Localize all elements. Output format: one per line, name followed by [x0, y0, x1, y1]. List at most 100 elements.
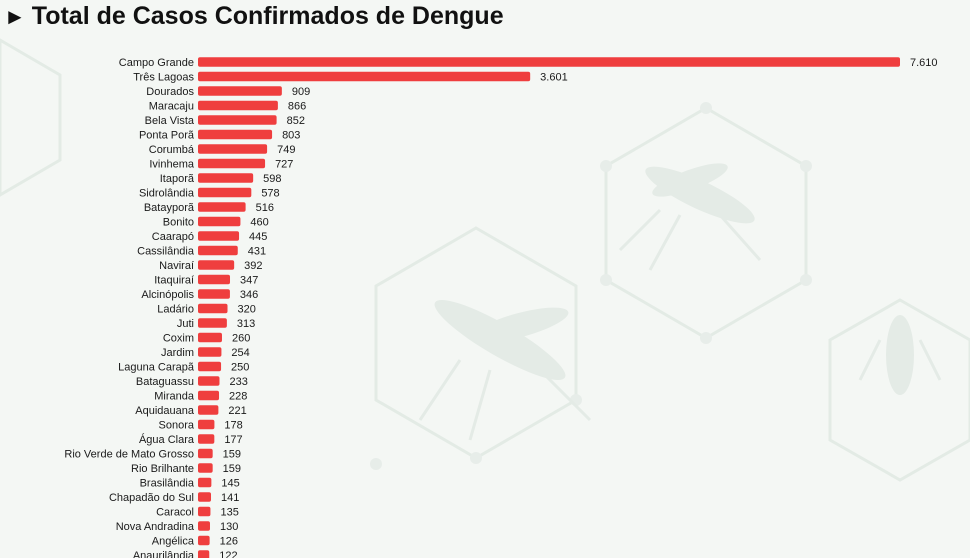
bar [198, 390, 220, 401]
hexagon-outline-icon [828, 298, 970, 482]
category-label: Dourados [146, 86, 194, 98]
value-label: 866 [288, 101, 306, 113]
bar [198, 245, 238, 256]
category-label: Itaporã [160, 173, 195, 185]
bar [198, 231, 240, 241]
mosquito-icon [618, 163, 762, 271]
mosquito-icon [858, 315, 942, 395]
category-label: Maracaju [149, 101, 194, 113]
category-label: Itaquiraí [154, 275, 194, 287]
value-label: 122 [219, 550, 237, 558]
value-label: 852 [287, 115, 305, 127]
category-label: Alcinópolis [141, 289, 194, 301]
value-label: 598 [263, 173, 281, 185]
category-label: Bonito [163, 217, 194, 229]
category-label: Cassilândia [137, 246, 195, 258]
category-label: Ponta Porã [139, 130, 195, 142]
bar [198, 347, 222, 357]
mosquito-icon [418, 300, 592, 441]
value-label: 803 [282, 130, 300, 142]
bar [198, 434, 215, 444]
category-label: Aquidauana [135, 405, 195, 417]
category-label: Angélica [152, 536, 195, 548]
value-label: 159 [223, 449, 241, 461]
bar [198, 535, 210, 546]
value-label: 578 [261, 188, 279, 200]
value-label: 392 [244, 260, 262, 272]
category-label: Naviraí [159, 260, 194, 272]
bar [198, 521, 210, 531]
value-label: 346 [240, 289, 258, 301]
category-label: Brasilândia [140, 478, 195, 490]
hexagon-outline-icon [0, 38, 62, 197]
bar [198, 158, 266, 169]
bar [198, 216, 241, 227]
category-label: Juti [177, 318, 194, 330]
category-label: Jardim [161, 347, 194, 359]
bar [198, 289, 230, 299]
bar [198, 100, 278, 111]
category-label: Laguna Carapã [118, 362, 195, 374]
bar [198, 419, 215, 430]
bar [198, 376, 220, 386]
value-label: 233 [229, 376, 247, 388]
bar [198, 173, 254, 183]
bar [198, 202, 246, 212]
bar [198, 463, 213, 473]
value-label: 141 [221, 492, 239, 504]
value-label: 221 [228, 405, 246, 417]
category-label: Caracol [156, 507, 194, 519]
bar [198, 361, 222, 372]
value-label: 135 [220, 507, 238, 519]
bar [198, 129, 273, 140]
category-label: Rio Verde de Mato Grosso [64, 449, 194, 461]
value-label: 228 [229, 391, 247, 403]
category-label: Miranda [154, 391, 195, 403]
value-label: 320 [238, 304, 256, 316]
category-label: Rio Brilhante [131, 463, 194, 475]
value-label: 254 [231, 347, 249, 359]
bar [198, 144, 268, 154]
category-label: Água Clara [139, 433, 195, 446]
category-label: Sidrolândia [139, 188, 195, 200]
value-label: 727 [275, 159, 293, 171]
bar [198, 448, 213, 459]
value-label: 445 [249, 231, 267, 243]
value-label: 7.610 [910, 57, 938, 69]
category-label: Caarapó [152, 231, 194, 243]
value-label: 460 [250, 217, 268, 229]
value-label: 130 [220, 521, 238, 533]
bar [198, 115, 277, 125]
bar [198, 405, 219, 415]
value-label: 145 [221, 478, 239, 490]
value-label: 260 [232, 333, 250, 345]
bar [198, 303, 228, 314]
bar [198, 71, 531, 82]
value-label: 431 [248, 246, 266, 258]
category-label: Campo Grande [119, 57, 194, 69]
value-label: 313 [237, 318, 255, 330]
value-label: 159 [223, 463, 241, 475]
bar [198, 260, 235, 270]
bar [198, 492, 212, 502]
category-label: Batayporã [144, 202, 195, 214]
value-label: 178 [224, 420, 242, 432]
category-label: Bataguassu [136, 376, 194, 388]
bar [198, 318, 227, 328]
bar [198, 86, 282, 96]
value-label: 250 [231, 362, 249, 374]
value-label: 909 [292, 86, 310, 98]
bar [198, 550, 210, 558]
category-label: Corumbá [149, 144, 195, 156]
value-label: 3.601 [540, 72, 568, 84]
category-label: Três Lagoas [133, 72, 194, 84]
value-label: 516 [256, 202, 274, 214]
category-label: Ivinhema [149, 159, 195, 171]
bar [198, 506, 211, 517]
value-label: 749 [277, 144, 295, 156]
chart-title: Total de Casos Confirmados de Dengue [31, 2, 504, 30]
title-arrow-icon: ► [4, 4, 26, 29]
value-label: 347 [240, 275, 258, 287]
category-label: Coxim [163, 333, 194, 345]
